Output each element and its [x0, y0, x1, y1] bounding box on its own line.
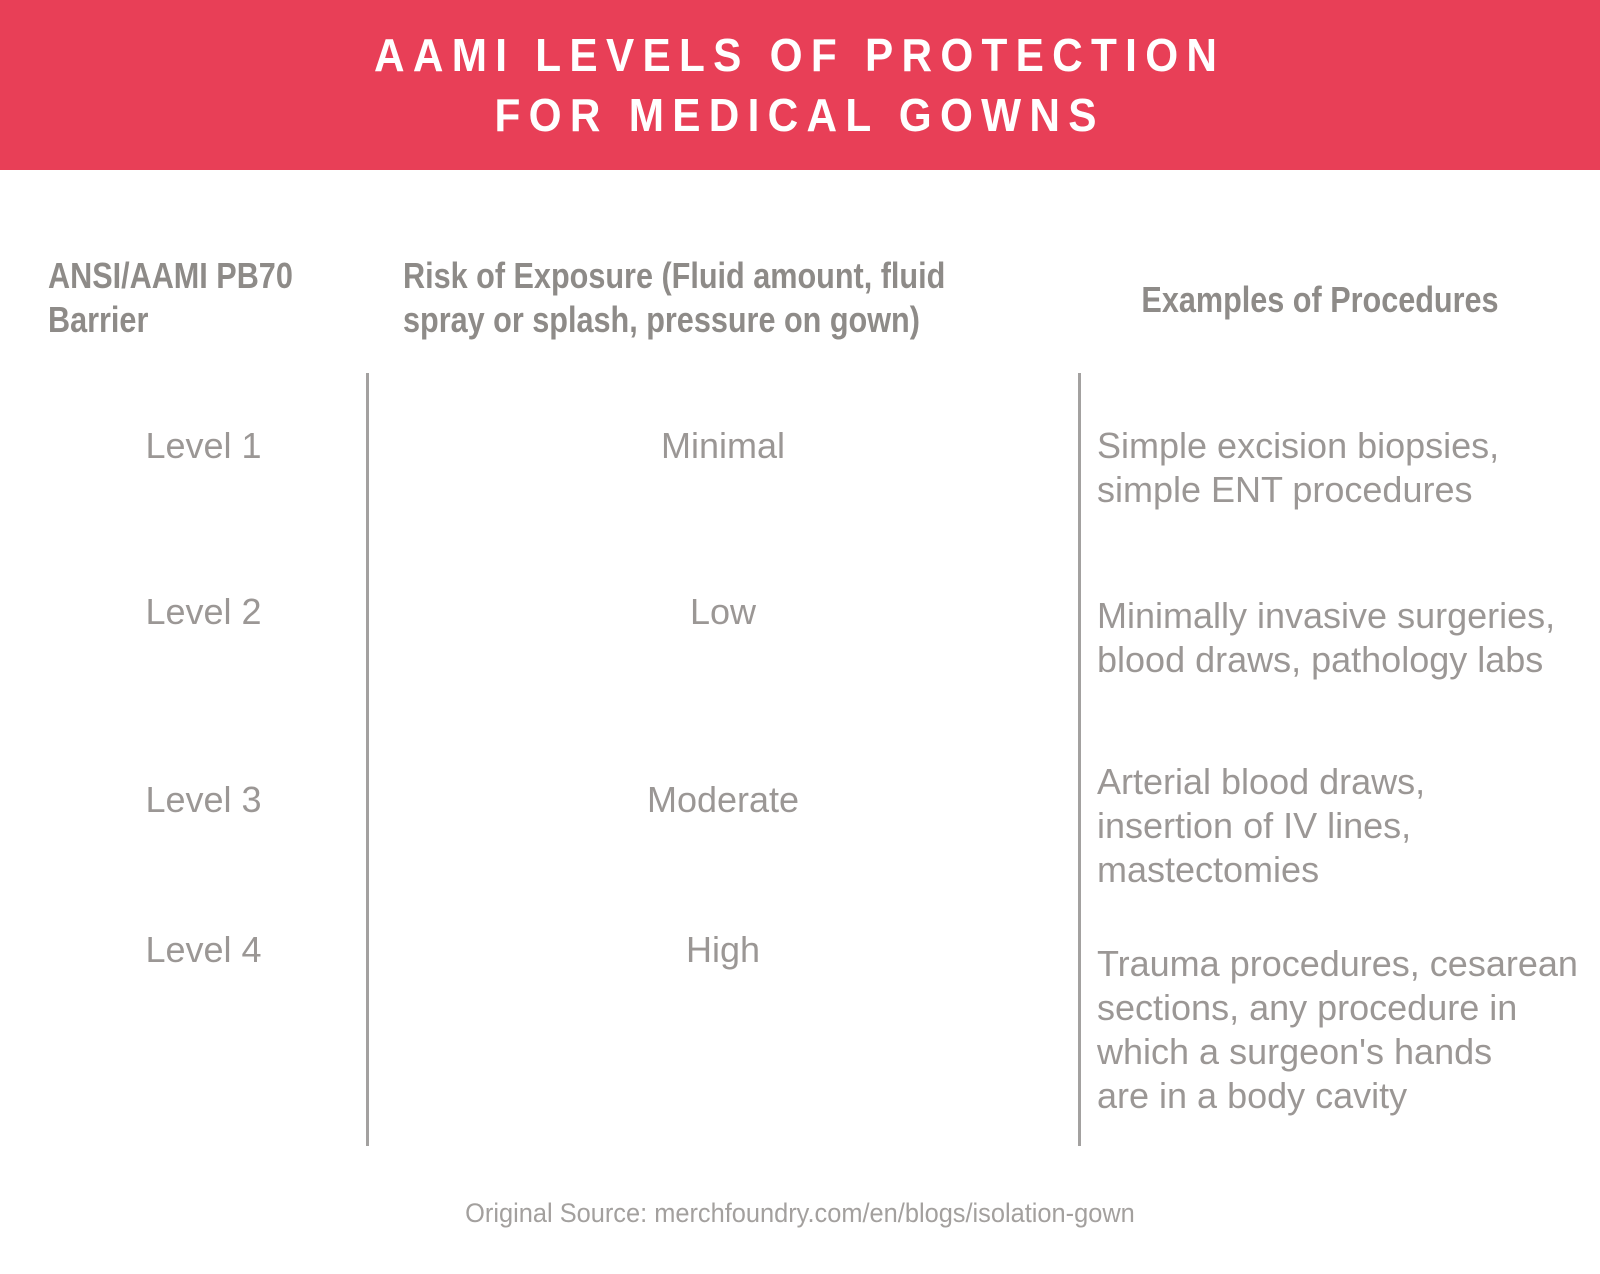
table-cell-risk-3: Moderate: [646, 779, 800, 820]
table-cell-examples-4: Trauma procedures, cesarean sections, an…: [1097, 943, 1578, 1116]
title-banner: AAMI LEVELS OF PROTECTION FOR MEDICAL GO…: [0, 0, 1600, 170]
page-title-line1: AAMI LEVELS OF PROTECTION: [374, 29, 1226, 81]
table-cell-examples-1: Simple excision biopsies, simple ENT pro…: [1097, 425, 1500, 510]
table-cell-level-4: Level 4: [145, 929, 262, 970]
table-cell-level-2: Level 2: [145, 591, 262, 632]
column-header-risk-of-exposure: Risk of Exposure (Fluid amount, fluid sp…: [403, 255, 946, 340]
column-divider-2: [1078, 373, 1081, 1146]
column-header-barrier: ANSI/AAMI PB70 Barrier: [48, 255, 293, 340]
table-cell-examples-3: Arterial blood draws, insertion of IV li…: [1097, 761, 1426, 890]
table-cell-examples-2: Minimally invasive surgeries, blood draw…: [1097, 595, 1556, 680]
table-cell-risk-4: High: [685, 929, 761, 970]
table-cell-risk-2: Low: [689, 591, 757, 632]
source-attribution: Original Source: merchfoundry.com/en/blo…: [465, 1198, 1135, 1228]
table-cell-risk-1: Minimal: [660, 425, 785, 466]
page-title-line2: FOR MEDICAL GOWNS: [494, 89, 1106, 141]
column-header-examples: Examples of Procedures: [1141, 279, 1499, 320]
table-cell-level-3: Level 3: [145, 779, 262, 820]
table-cell-level-1: Level 1: [145, 425, 262, 466]
column-divider-1: [366, 373, 369, 1146]
